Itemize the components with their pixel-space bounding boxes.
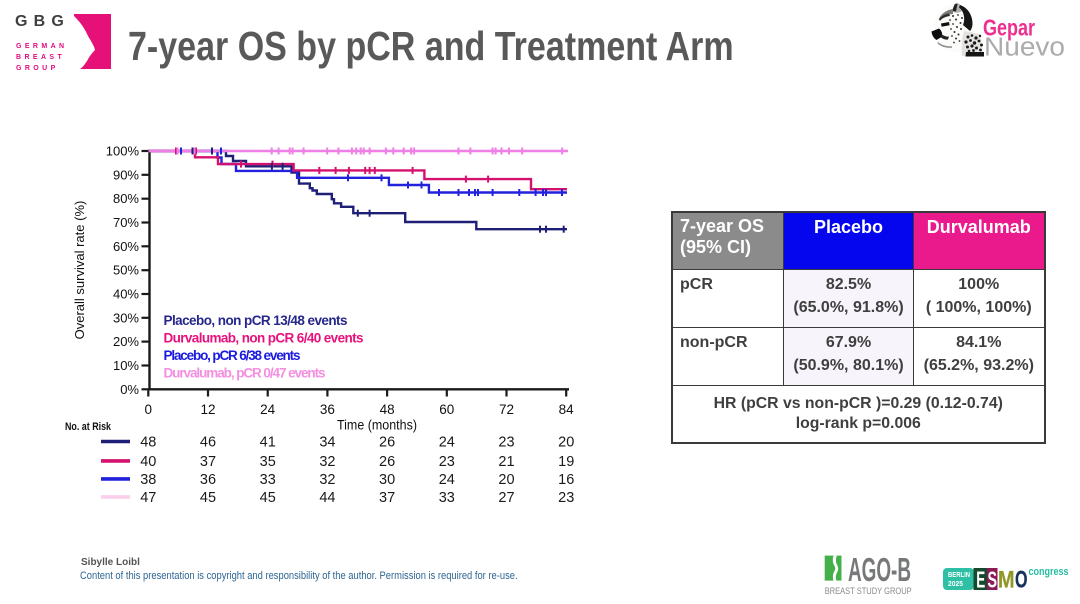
svg-text:34: 34 [319,435,335,451]
svg-text:24: 24 [439,472,455,488]
svg-text:BREAST STUDY GROUP: BREAST STUDY GROUP [825,586,912,596]
svg-text:41: 41 [260,435,276,451]
svg-text:26: 26 [379,435,395,451]
svg-text:Nuevo: Nuevo [984,34,1065,61]
svg-text:37: 37 [379,490,395,506]
svg-text:10%: 10% [113,358,139,373]
svg-text:BERLIN: BERLIN [948,570,970,579]
svg-text:50%: 50% [113,263,139,278]
svg-text:27: 27 [498,490,514,506]
svg-text:12: 12 [200,402,215,417]
svg-text:45: 45 [260,490,276,506]
svg-text:30%: 30% [113,310,139,325]
svg-text:O: O [1015,567,1028,594]
svg-text:40%: 40% [113,287,139,302]
svg-text:32: 32 [319,454,335,470]
svg-text:19: 19 [558,454,574,470]
svg-text:24: 24 [260,402,276,417]
svg-text:35: 35 [260,454,276,470]
svg-text:90%: 90% [113,167,139,182]
svg-text:33: 33 [260,472,276,488]
svg-text:38: 38 [140,472,156,488]
svg-text:47: 47 [140,490,156,506]
svg-text:M: M [998,567,1015,594]
svg-text:Placebo, pCR 6/38 events: Placebo, pCR 6/38 events [164,348,301,363]
svg-text:20%: 20% [113,334,139,349]
svg-text:Overall survival rate (%): Overall survival rate (%) [72,201,87,340]
svg-text:congress: congress [1029,566,1069,578]
svg-text:40: 40 [140,454,156,470]
svg-text:23: 23 [439,454,455,470]
svg-text:60: 60 [439,402,454,417]
svg-text:16: 16 [558,472,574,488]
svg-text:48: 48 [140,435,156,451]
svg-text:0: 0 [145,402,153,417]
svg-text:20: 20 [558,435,574,451]
svg-text:Time (months): Time (months) [337,418,417,433]
svg-text:70%: 70% [113,215,139,230]
svg-text:60%: 60% [113,239,139,254]
svg-text:Gepar: Gepar [983,15,1035,41]
svg-text:23: 23 [498,435,514,451]
svg-text:44: 44 [319,490,335,506]
svg-text:46: 46 [200,435,216,451]
svg-text:2025: 2025 [948,579,963,588]
svg-text:72: 72 [499,402,514,417]
svg-text:24: 24 [439,435,455,451]
svg-text:Durvalumab, non pCR 6/40 event: Durvalumab, non pCR 6/40 events [164,331,364,346]
svg-text:37: 37 [200,454,216,470]
svg-text:Placebo, non pCR 13/48 events: Placebo, non pCR 13/48 events [164,313,348,328]
svg-text:32: 32 [319,472,335,488]
svg-text:21: 21 [498,454,514,470]
svg-text:AGO-B: AGO-B [848,553,911,588]
svg-text:23: 23 [558,490,574,506]
svg-text:20: 20 [498,472,514,488]
svg-text:84: 84 [559,402,575,417]
svg-text:36: 36 [200,472,216,488]
svg-text:80%: 80% [113,191,139,206]
svg-text:45: 45 [200,490,216,506]
svg-text:26: 26 [379,454,395,470]
svg-text:48: 48 [380,402,395,417]
svg-text:No. at Risk: No. at Risk [65,421,112,433]
svg-text:100%: 100% [106,144,140,159]
svg-text:S: S [988,567,998,593]
svg-text:0%: 0% [120,382,139,397]
svg-text:33: 33 [439,490,455,506]
svg-text:36: 36 [320,402,335,417]
svg-text:Durvalumab, pCR 0/47 events: Durvalumab, pCR 0/47 events [164,366,326,381]
svg-text:30: 30 [379,472,395,488]
svg-text:E: E [976,567,985,593]
